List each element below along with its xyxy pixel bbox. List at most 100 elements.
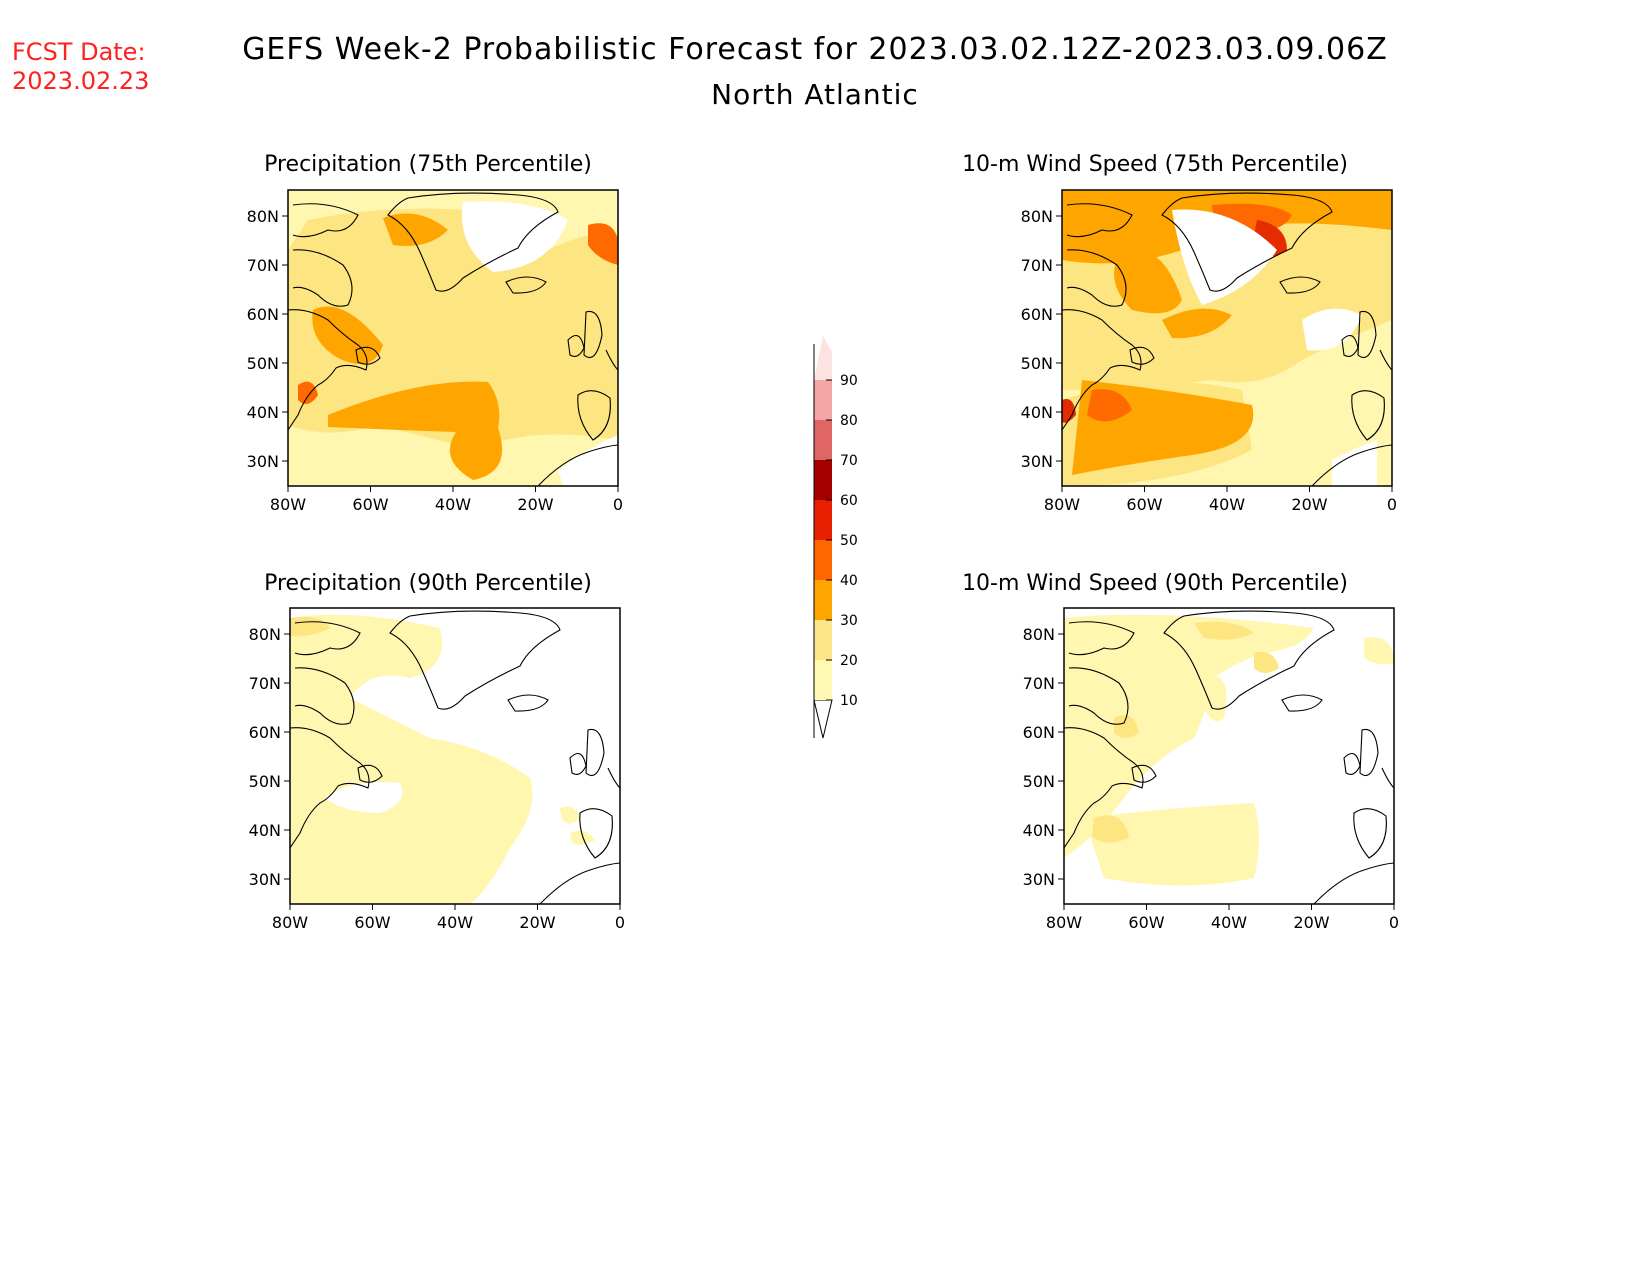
lon-tick-label: 40W (1211, 913, 1247, 932)
lon-tick-label: 20W (517, 495, 553, 514)
wind75-coastlines (1062, 192, 1392, 486)
wind90-contour-fill (1204, 676, 1227, 722)
colorbar-swatch (814, 660, 832, 700)
lon-tick-label: 80W (1046, 913, 1082, 932)
wind90-contour-fill (1114, 715, 1139, 738)
precip75-contour-fill (588, 223, 618, 265)
lat-tick-label: 30N (1021, 452, 1053, 471)
lon-tick-label: 0 (613, 495, 623, 514)
coastline (290, 727, 370, 849)
colorbar-swatch (814, 460, 832, 500)
colorbar-swatch (814, 540, 832, 580)
lat-tick-label: 40N (247, 403, 279, 422)
lon-tick-label: 40W (1209, 495, 1245, 514)
coastline (1129, 346, 1155, 365)
precip75-contour-fill (312, 306, 383, 365)
lat-tick-label: 70N (249, 674, 281, 693)
coastline (355, 346, 381, 365)
lon-tick-label: 20W (1293, 913, 1329, 932)
lat-tick-label: 40N (1023, 821, 1055, 840)
precip90-shading (290, 608, 620, 904)
panel-title-precip75: Precipitation (75th Percentile) (264, 152, 592, 177)
coastline (539, 862, 620, 904)
coastline (1311, 444, 1392, 486)
coastline (292, 203, 359, 238)
precip90-contour-fill (560, 806, 580, 824)
lon-tick-label: 0 (1389, 913, 1399, 932)
lon-tick-label: 80W (272, 913, 308, 932)
lat-tick-label: 30N (249, 870, 281, 889)
coastline (1064, 727, 1144, 849)
lat-tick-label: 80N (1021, 207, 1053, 226)
precip75-contour-fill (383, 213, 448, 246)
lon-tick-label: 0 (615, 913, 625, 932)
coastline (1068, 621, 1135, 656)
wind90-shading (1064, 608, 1394, 904)
colorbar-swatch (814, 380, 832, 420)
coastline (1353, 808, 1387, 859)
panel-title-wind90: 10-m Wind Speed (90th Percentile) (962, 571, 1348, 596)
lat-tick-label: 80N (247, 207, 279, 226)
wind90-coastlines (1064, 610, 1394, 904)
colorbar-label: 40 (840, 573, 858, 589)
lat-tick-label: 50N (247, 354, 279, 373)
colorbar-label: 70 (840, 453, 858, 469)
colorbar-swatch (814, 420, 832, 460)
precip75-shading (288, 190, 618, 486)
colorbar-label: 90 (840, 373, 858, 389)
coastline (537, 444, 618, 486)
colorbar-swatch (814, 500, 832, 540)
lon-tick-label: 0 (1387, 495, 1397, 514)
wind90-contour-fill (1194, 621, 1254, 640)
lat-tick-label: 70N (1023, 674, 1055, 693)
coastline (288, 309, 368, 431)
coastline (1351, 390, 1385, 441)
coastline (357, 764, 383, 783)
coastline (1066, 203, 1133, 238)
colorbar-swatch (814, 580, 832, 620)
coastline (1359, 728, 1379, 777)
region-subtitle: North Atlantic (711, 78, 919, 111)
map-panel-wind90: 80N 70N 60N 50N 40N 30N 80W 60W 40W 20W 0 (1023, 607, 1399, 932)
coastline (585, 728, 605, 777)
coastline (1163, 610, 1335, 710)
colorbar-label: 10 (840, 693, 858, 709)
lat-tick-label: 60N (1021, 305, 1053, 324)
map-panel-precip75: 80N 70N 60N 50N 40N 30N 80W 60W 40W 20W 0 (247, 189, 623, 514)
colorbar-swatch (814, 620, 832, 660)
colorbar-label: 60 (840, 493, 858, 509)
forecast-date-value: 2023.02.23 (12, 67, 150, 95)
lon-tick-label: 20W (1291, 495, 1327, 514)
coastline (389, 610, 561, 710)
page-title: GEFS Week-2 Probabilistic Forecast for 2… (242, 32, 1388, 67)
colorbar-label: 50 (840, 533, 858, 549)
colorbar-lower-extension (813, 699, 833, 739)
precip75-coastlines (288, 192, 618, 486)
coastline (1313, 862, 1394, 904)
coastline (579, 808, 613, 859)
wind75-contour-fill (1172, 209, 1277, 305)
wind75-contour-fill (1114, 248, 1182, 314)
lon-tick-label: 60W (352, 495, 388, 514)
lat-tick-label: 60N (249, 723, 281, 742)
lat-tick-label: 80N (249, 625, 281, 644)
lon-tick-label: 40W (435, 495, 471, 514)
wind90-contour-fill (1084, 803, 1259, 886)
wind75-contour-fill (1062, 399, 1076, 423)
forecast-date-block: FCST Date: 2023.02.23 (12, 38, 149, 96)
lat-tick-label: 30N (1023, 870, 1055, 889)
precip75-contour-fill (298, 381, 318, 404)
wind90-contour-fill (1064, 614, 1314, 858)
coastline (505, 276, 547, 294)
coastline (1357, 310, 1377, 359)
panel-title-precip90: Precipitation (90th Percentile) (264, 571, 592, 596)
coastline (507, 694, 549, 712)
lat-tick-label: 40N (249, 821, 281, 840)
coastline (1381, 767, 1394, 789)
lat-tick-label: 80N (1023, 625, 1055, 644)
wind75-shading (1062, 190, 1392, 486)
precip90-contour-fill (570, 830, 595, 845)
lat-tick-label: 70N (247, 256, 279, 275)
coastline (1068, 667, 1129, 725)
coastline (1131, 764, 1157, 783)
